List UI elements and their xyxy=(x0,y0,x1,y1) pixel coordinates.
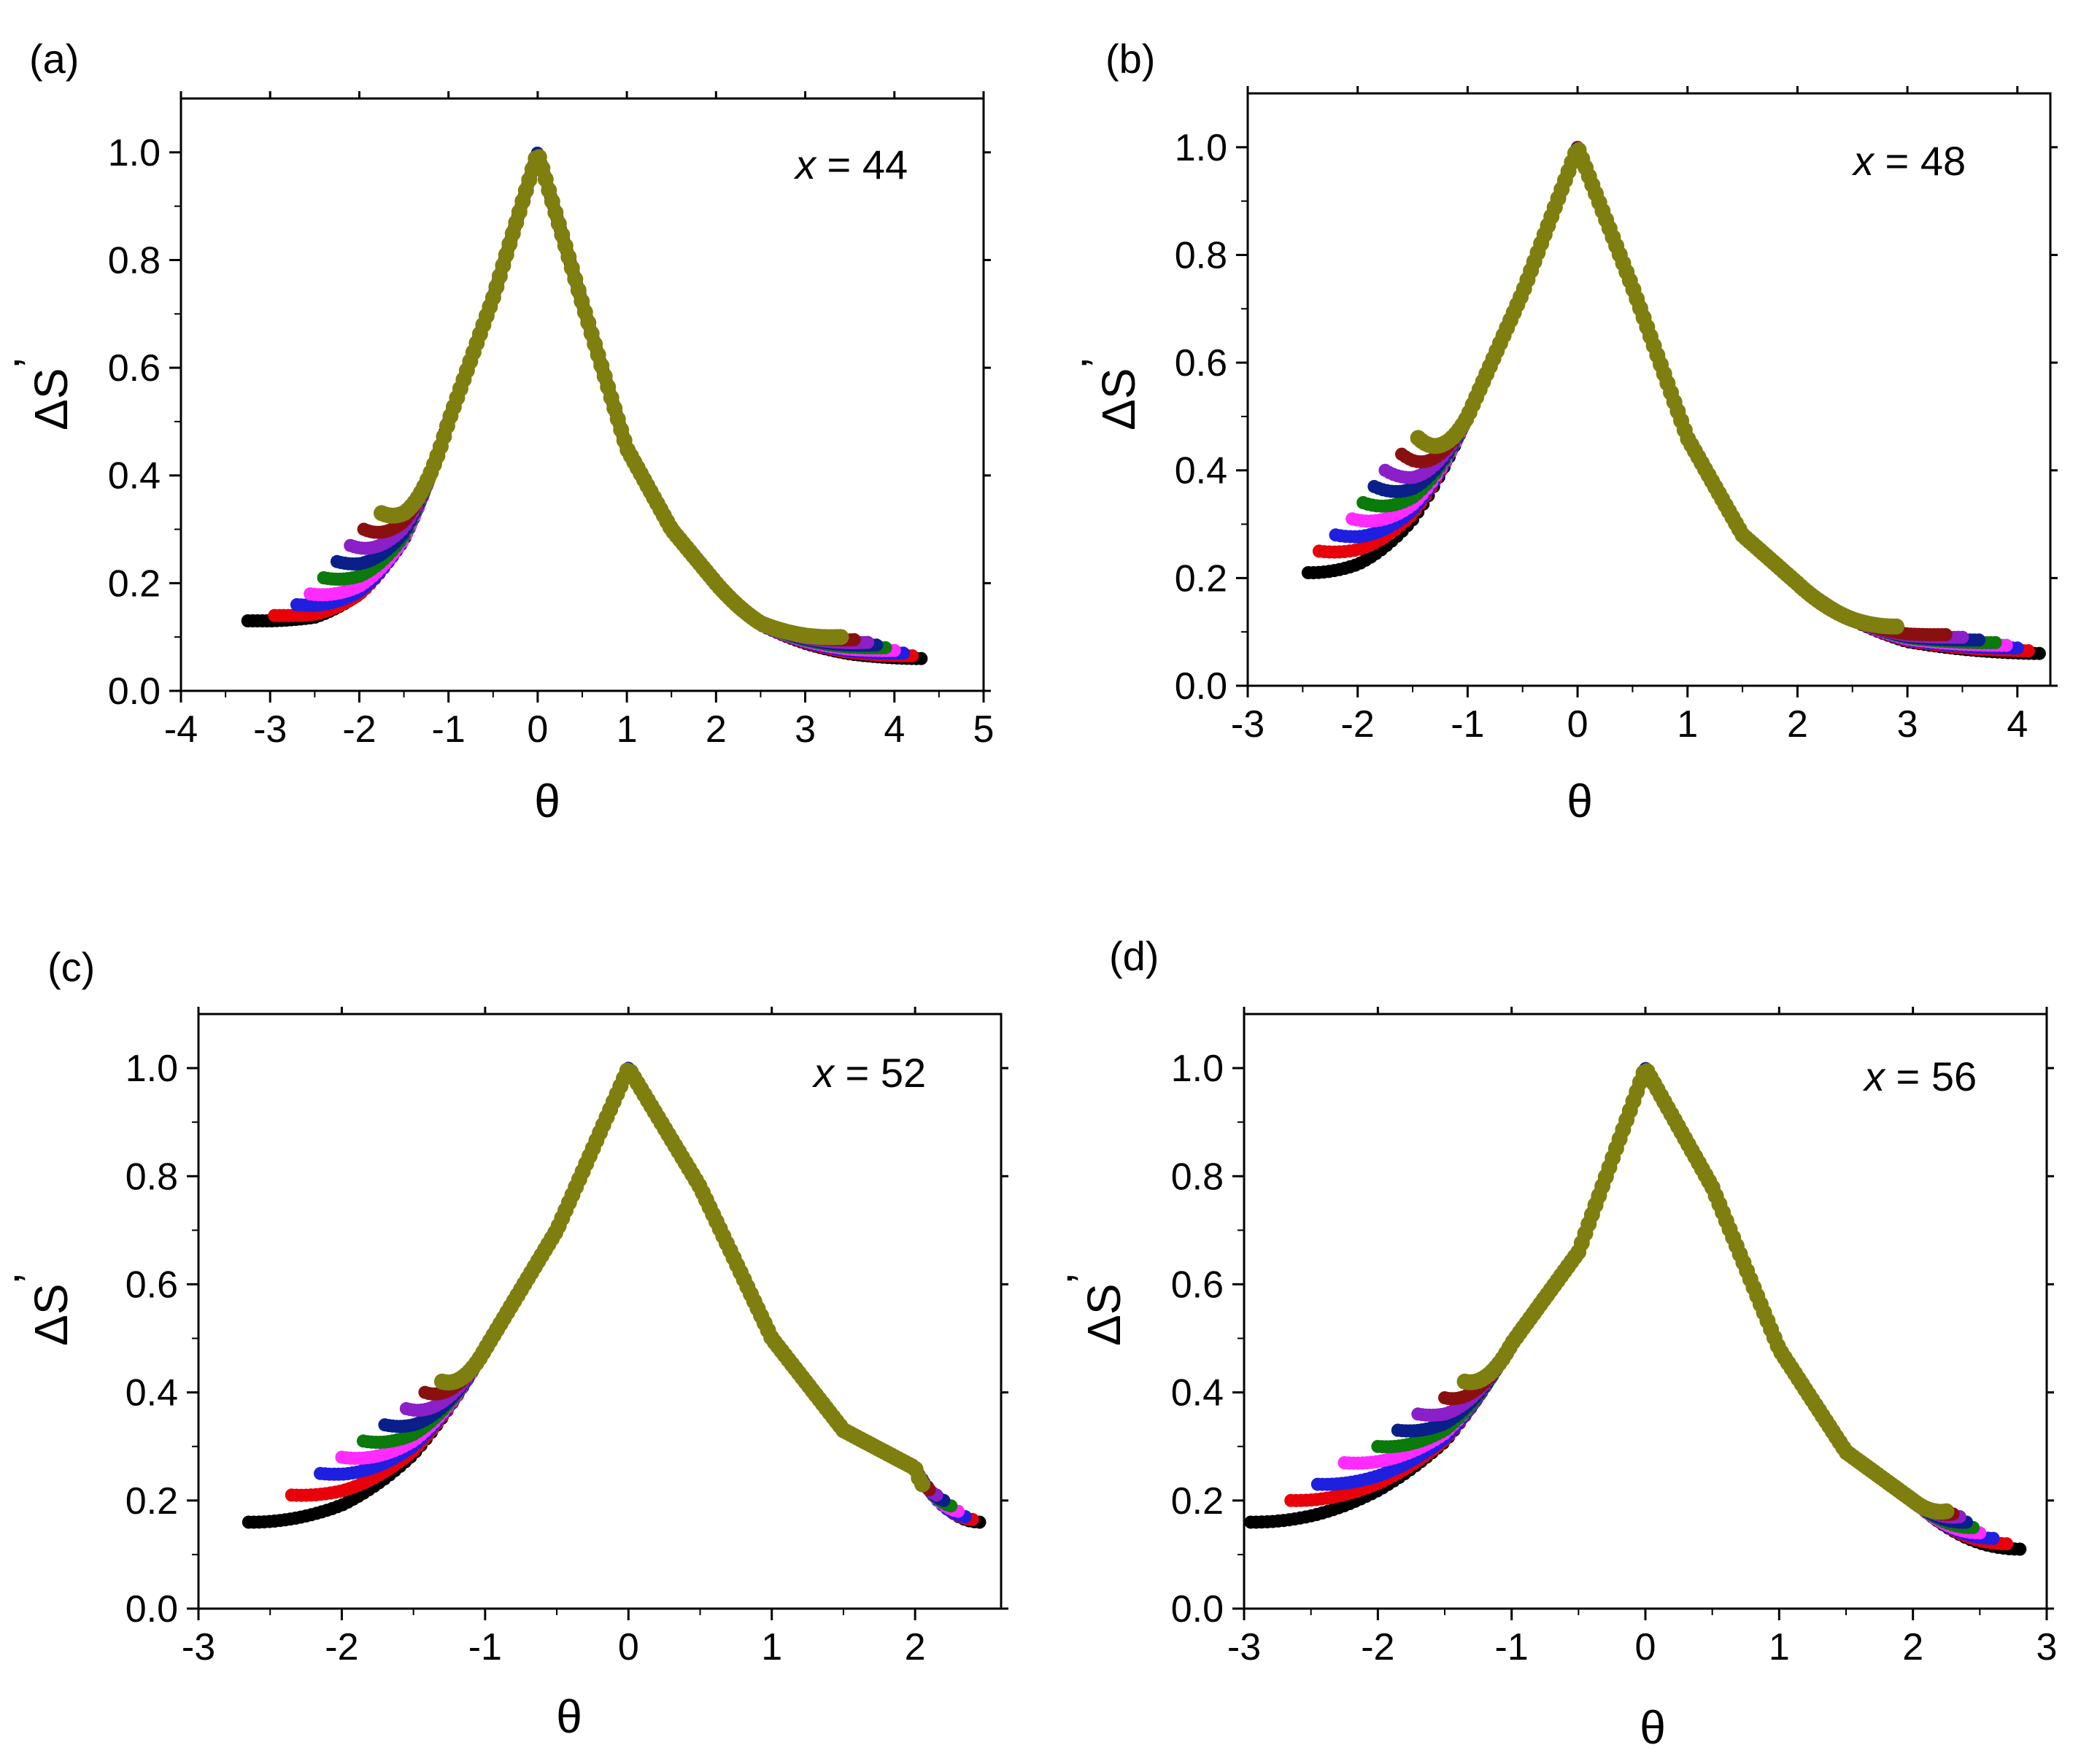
y-tick-label: 1.0 xyxy=(1175,127,1227,169)
y-tick-label: 0.6 xyxy=(126,1264,178,1306)
y-axis-title: ΔS’ xyxy=(4,357,77,430)
panel-annotation: x = 52 xyxy=(811,1050,926,1096)
x-tick-label: 2 xyxy=(706,708,727,751)
x-axis-title: θ xyxy=(534,775,560,827)
plot-area xyxy=(1301,141,2046,660)
y-tick-label: 0.2 xyxy=(1175,557,1227,600)
axis-ticks: -4 -3 -2 -1 0 1 2 3 4 5 0.0 0.2 0.4 0.6 0.8 1.0 xyxy=(108,91,995,751)
panel-label: (c) xyxy=(47,944,95,990)
x-tick-label: -3 xyxy=(1231,703,1265,746)
x-tick-label: 4 xyxy=(884,708,905,751)
plot-area xyxy=(241,147,928,665)
y-tick-label: 1.0 xyxy=(108,132,161,174)
data-point xyxy=(2010,641,2024,655)
data-series xyxy=(374,149,849,646)
x-tick-label: 3 xyxy=(795,708,816,751)
x-tick-label: 0 xyxy=(1567,703,1588,746)
data-point xyxy=(1939,627,1953,641)
panel-a: (a) -4 -3 -2 -1 0 1 2 3 4 5 0.0 0.2 0.4 0.6 0.8 1.0 x =… xyxy=(4,36,994,827)
y-tick-label: 0.6 xyxy=(108,347,161,390)
x-tick-label: -2 xyxy=(1341,703,1375,746)
data-point xyxy=(2013,1542,2027,1556)
data-point xyxy=(861,635,875,649)
data-point xyxy=(1999,638,2013,652)
y-tick-label: 0.4 xyxy=(1175,450,1227,492)
data-point xyxy=(1955,630,1969,644)
data-point xyxy=(1988,635,2002,649)
x-tick-label: 3 xyxy=(1897,703,1918,746)
x-tick-label: -1 xyxy=(1451,703,1484,746)
data-point xyxy=(1888,618,1904,635)
panel-annotation: x = 48 xyxy=(1851,138,1966,184)
x-tick-label: 0 xyxy=(527,708,548,751)
y-tick-label: 0.6 xyxy=(1175,342,1227,384)
y-tick-label: 0.4 xyxy=(126,1372,178,1415)
y-tick-label: 1.0 xyxy=(126,1048,178,1090)
data-point xyxy=(833,629,849,646)
data-point xyxy=(2032,646,2046,660)
panel-label: (a) xyxy=(29,36,79,82)
x-tick-label: -1 xyxy=(468,1626,502,1668)
x-tick-label: -3 xyxy=(182,1626,215,1668)
x-axis-title: θ xyxy=(1567,775,1593,827)
x-tick-label: 1 xyxy=(617,708,638,751)
x-tick-label: 2 xyxy=(905,1626,926,1668)
x-tick-label: -4 xyxy=(164,708,198,751)
panel-annotation: x = 44 xyxy=(793,142,908,187)
x-tick-label: 2 xyxy=(1787,703,1808,746)
y-tick-label: 0.4 xyxy=(108,455,161,498)
x-tick-label: 1 xyxy=(761,1626,782,1668)
x-tick-label: 5 xyxy=(973,708,995,751)
data-point xyxy=(847,633,861,646)
y-tick-label: 0.2 xyxy=(108,562,161,605)
x-tick-label: -1 xyxy=(432,708,466,751)
x-axis-title: θ xyxy=(556,1690,582,1743)
y-tick-label: 0.8 xyxy=(108,239,161,282)
y-tick-label: 0.0 xyxy=(1175,665,1227,708)
x-tick-label: 4 xyxy=(2007,703,2028,746)
panel-b: (b) -3 -2 -1 0 1 2 3 4 0.0 0.2 0.4 0.6 0.8 1.0 x = 48… xyxy=(1072,36,2058,827)
y-tick-label: 0.0 xyxy=(126,1588,178,1630)
data-point xyxy=(1986,1531,2000,1545)
panel-label: (d) xyxy=(1109,933,1159,979)
data-point xyxy=(914,1476,930,1493)
x-tick-label: -3 xyxy=(253,708,287,751)
data-point xyxy=(2021,644,2035,657)
data-point xyxy=(2000,1537,2013,1551)
data-point xyxy=(1972,633,1986,647)
y-tick-label: 0.2 xyxy=(126,1480,178,1523)
x-tick-label: -2 xyxy=(342,708,376,751)
y-tick-label: 0.0 xyxy=(108,670,161,713)
x-tick-label: 0 xyxy=(618,1626,639,1668)
y-tick-label: 0.8 xyxy=(126,1156,178,1198)
panel-label: (b) xyxy=(1105,36,1155,82)
y-tick-label: 0.8 xyxy=(1175,234,1227,276)
x-tick-label: -2 xyxy=(325,1626,358,1668)
plot-frame xyxy=(1246,92,2052,687)
x-tick-label: 1 xyxy=(1677,703,1698,746)
